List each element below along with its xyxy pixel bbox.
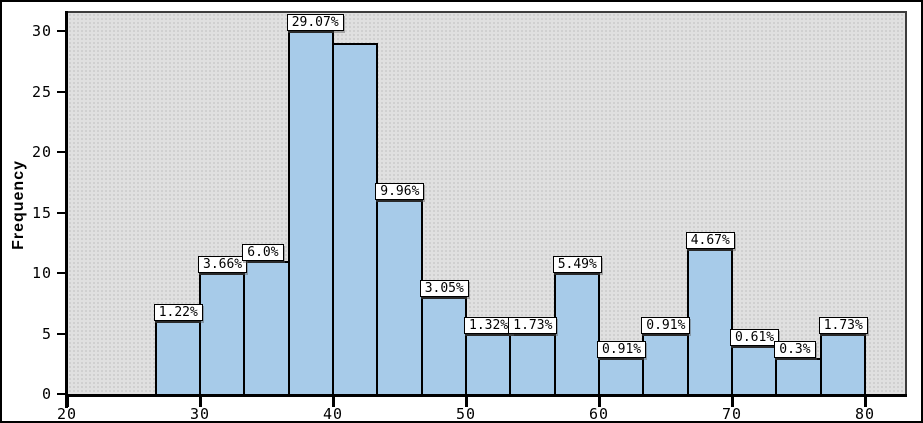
histogram-bar <box>598 357 645 394</box>
y-tick-label: 10 <box>31 264 52 282</box>
x-tick <box>464 394 468 407</box>
x-tick <box>198 394 202 407</box>
y-tick-label: 25 <box>31 82 52 101</box>
y-tick <box>57 393 66 395</box>
histogram-bar <box>243 260 290 394</box>
histogram-bar <box>199 273 246 394</box>
x-tick <box>730 394 734 407</box>
histogram-bar <box>731 345 778 394</box>
bar-value-label: 1.32% <box>464 316 514 334</box>
x-tick-label: 30 <box>189 405 211 423</box>
bar-value-label: 0.61% <box>730 328 780 346</box>
histogram-bar <box>420 297 468 394</box>
bar-value-label: 5.49% <box>552 256 602 273</box>
histogram-bar <box>553 273 601 394</box>
y-tick-label: 30 <box>31 22 52 40</box>
histogram-bar <box>287 31 335 394</box>
y-tick-label: 15 <box>31 203 52 222</box>
x-tick-label: 50 <box>455 405 477 423</box>
histogram-bar <box>465 333 512 394</box>
x-tick-label: 70 <box>721 405 743 423</box>
x-tick <box>65 394 69 407</box>
bar-value-label: 4.67% <box>685 231 735 249</box>
y-tick <box>57 211 66 214</box>
bar-value-label: 9.96% <box>375 183 425 201</box>
x-tick-label: 60 <box>588 405 610 423</box>
histogram-bar <box>509 333 556 394</box>
bar-value-label: 1.22% <box>153 304 203 322</box>
bar-value-label: 29.07% <box>286 14 344 31</box>
histogram-bar <box>154 321 202 394</box>
x-tick-label: 20 <box>56 405 78 423</box>
y-tick <box>57 332 66 335</box>
histogram-bar <box>332 43 379 394</box>
x-axis-line <box>65 394 907 397</box>
histogram-bar <box>819 333 867 394</box>
histogram-bar <box>642 333 689 394</box>
y-tick-label: 20 <box>31 143 52 161</box>
histogram-bar <box>686 248 734 394</box>
x-tick-label: 40 <box>322 405 344 423</box>
bar-value-label: 0.3% <box>774 340 816 358</box>
x-tick <box>331 394 335 407</box>
bar-value-label: 0.91% <box>597 340 647 358</box>
bar-value-label: 1.73% <box>508 316 558 334</box>
x-tick <box>863 394 867 407</box>
bar-value-label: 0.91% <box>641 316 691 334</box>
histogram-bar <box>775 357 822 394</box>
bar-value-label: 3.66% <box>198 256 248 273</box>
y-tick-label: 5 <box>41 324 52 343</box>
histogram-bar <box>376 200 423 394</box>
y-tick <box>57 272 66 274</box>
y-tick-label: 0 <box>41 385 52 403</box>
x-tick-label: 80 <box>854 405 876 423</box>
y-tick <box>57 90 66 93</box>
y-axis-line <box>65 11 68 408</box>
bar-value-label: 3.05% <box>419 280 469 298</box>
y-tick <box>57 151 66 153</box>
bar-value-label: 6.0% <box>242 243 284 261</box>
y-tick <box>57 30 66 32</box>
bar-value-label: 1.73% <box>818 316 868 334</box>
x-tick <box>597 394 601 407</box>
